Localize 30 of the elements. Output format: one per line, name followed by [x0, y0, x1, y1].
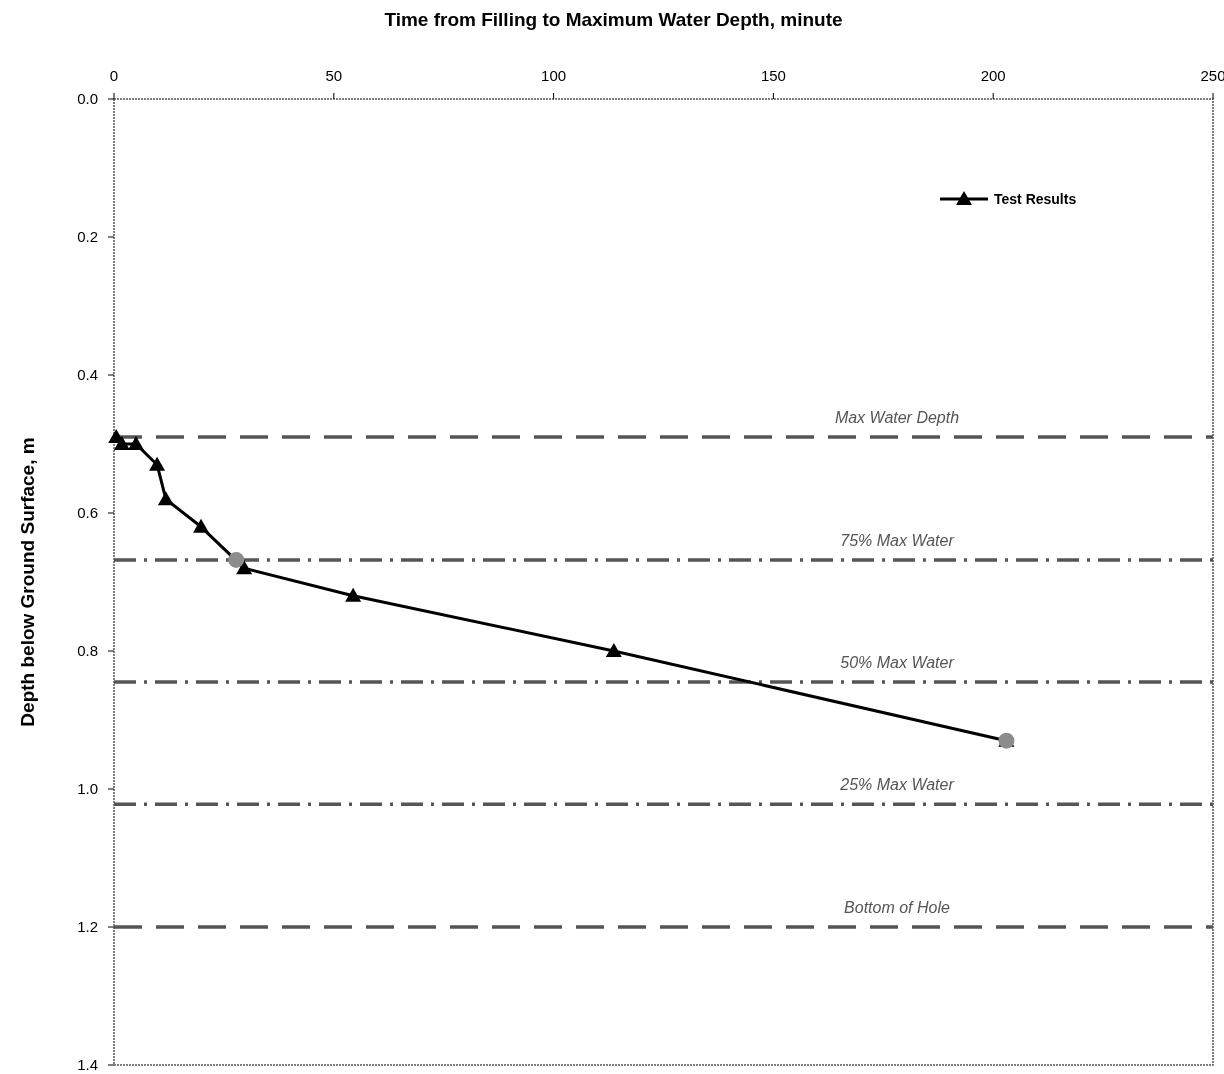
point: [149, 456, 166, 471]
x-tick-label: 0: [109, 67, 119, 84]
ref-line-label: 50% Max Water: [840, 654, 955, 672]
y-axis-title: Depth below Ground Surface, m: [17, 437, 38, 727]
y-tick-label: 0.8: [77, 642, 98, 659]
point: [193, 518, 210, 533]
y-tick-label: 0.2: [77, 228, 98, 245]
point: [113, 436, 130, 450]
y-tick-label: 1.4: [77, 1056, 98, 1073]
ref-line-label: 75% Max Water: [840, 531, 955, 549]
point: [228, 551, 245, 568]
point: [605, 643, 622, 657]
x-tick-label: 200: [980, 67, 1006, 84]
y-tick-label: 0.4: [77, 366, 98, 383]
legend-label: Test Results: [994, 191, 1077, 207]
ref-line-label: Max Water Depth: [834, 409, 960, 427]
y-tick-label: 1.0: [77, 780, 98, 797]
ref-line-label: 25% Max Water: [839, 776, 955, 794]
x-tick-label: 50: [325, 67, 343, 84]
y-tick-label: 0.0: [77, 90, 98, 107]
point: [157, 491, 174, 506]
point: [127, 436, 144, 450]
x-tick-label: 150: [760, 67, 786, 84]
ref-line-label: Bottom of Hole: [844, 899, 951, 916]
x-axis-title: Time from Filling to Maximum Water Depth, minute: [384, 9, 843, 30]
point: [345, 587, 362, 602]
x-tick-label: 100: [541, 67, 567, 84]
point: [236, 560, 253, 575]
y-tick-label: 0.6: [77, 504, 98, 521]
y-tick-label: 1.2: [77, 918, 98, 935]
